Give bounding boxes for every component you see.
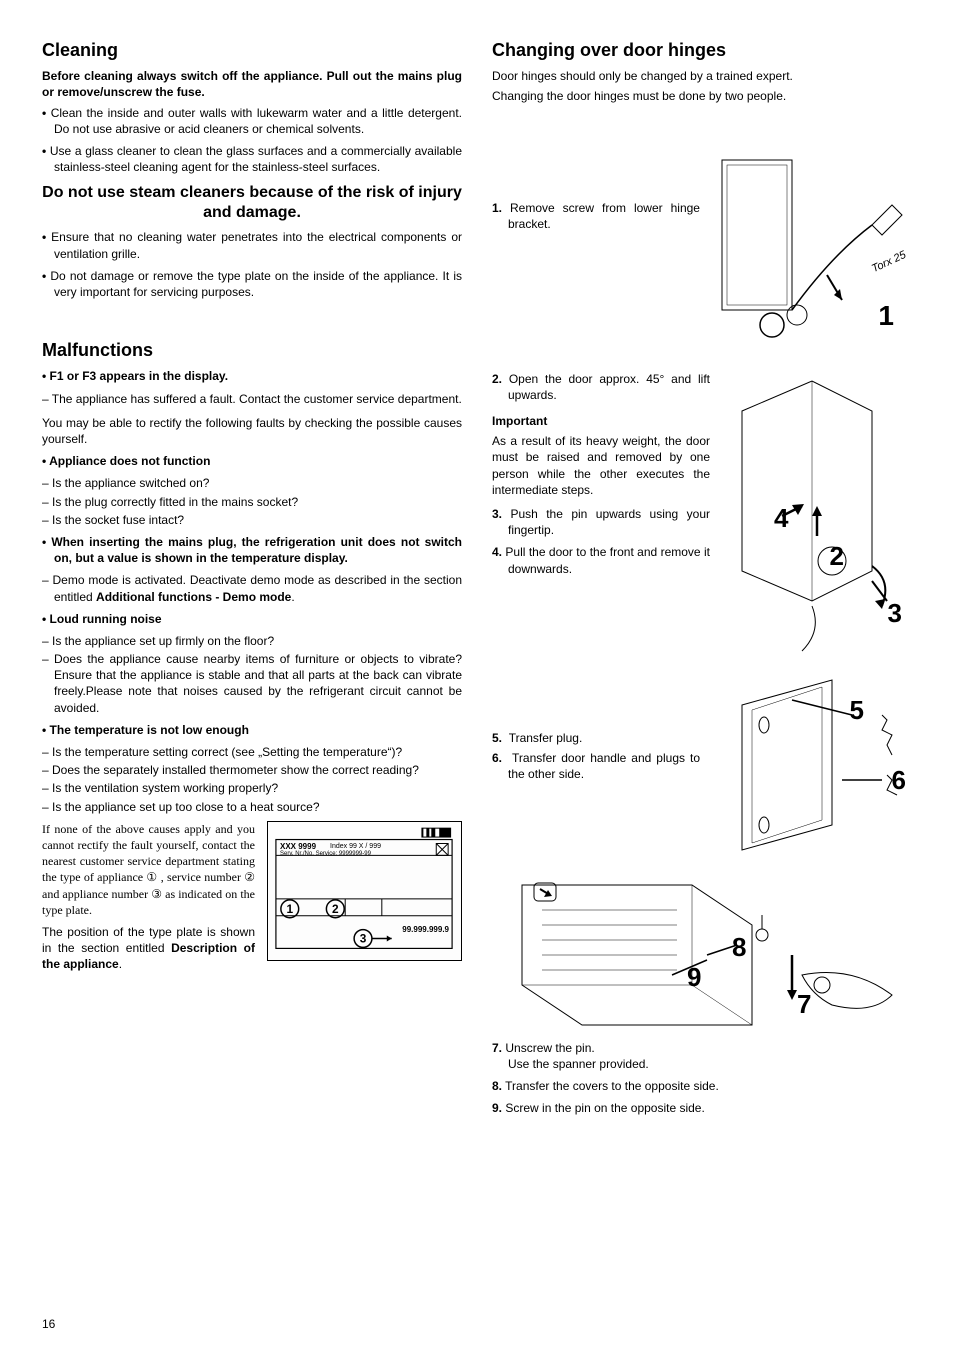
callout-7: 7: [797, 987, 811, 1022]
plate-code: 99.999.999.9: [402, 925, 449, 936]
malf-dash-2: Is the appliance switched on? Is the plu…: [42, 475, 462, 528]
callout-2: 2: [830, 539, 844, 574]
list-item: Demo mode is activated. Deactivate demo …: [42, 572, 462, 604]
malf-paragraph: You may be able to rectify the following…: [42, 415, 462, 447]
callout-8: 8: [732, 930, 746, 965]
plate-service: Serv. Nr./No. Service: 9999999-99: [280, 850, 371, 858]
cleaning-intro: Before cleaning always switch off the ap…: [42, 68, 462, 100]
step-7-9: 7. Unscrew the pin.Use the spanner provi…: [492, 1040, 912, 1117]
important-heading: Important: [492, 413, 710, 429]
malf-block-2: Appliance does not function: [42, 453, 462, 469]
svg-text:1: 1: [286, 902, 293, 916]
figure-2-svg: [722, 371, 912, 661]
list-item: Is the socket fuse intact?: [42, 512, 462, 528]
callout-6: 6: [892, 763, 906, 798]
list-item: Does the separately installed thermomete…: [42, 762, 462, 778]
malf-block-5: The temperature is not low enough: [42, 722, 462, 738]
figure-4-svg: [492, 865, 912, 1040]
cleaning-list-1: Clean the inside and outer walls with lu…: [42, 105, 462, 176]
malf-dash-4: Is the appliance set up firmly on the fl…: [42, 633, 462, 716]
list-item: When inserting the mains plug, the refri…: [42, 534, 462, 566]
list-item: Is the appliance switched on?: [42, 475, 462, 491]
text-bold: Additional functions - Demo mode: [96, 590, 291, 604]
step-item: 3. Push the pin upwards using your finge…: [492, 506, 710, 538]
list-item: Do not damage or remove the type plate o…: [42, 268, 462, 300]
list-item: Is the appliance set up too close to a h…: [42, 799, 462, 815]
list-item: The temperature is not low enough: [42, 722, 462, 738]
malf-block-3: When inserting the mains plug, the refri…: [42, 534, 462, 566]
svg-text:2: 2: [332, 902, 339, 916]
callout-3: 3: [888, 596, 902, 631]
hinge-p2: Changing the door hinges must be done by…: [492, 88, 912, 104]
svg-text:3: 3: [360, 931, 367, 945]
step-item: 8. Transfer the covers to the opposite s…: [492, 1078, 912, 1094]
step-2: 2. Open the door approx. 45° and lift up…: [492, 371, 710, 403]
figure-3-svg: [712, 675, 912, 855]
malf-dash-1: The appliance has suffered a fault. Cont…: [42, 391, 462, 407]
left-column: Cleaning Before cleaning always switch o…: [42, 38, 462, 1120]
step-item: 9. Screw in the pin on the opposite side…: [492, 1100, 912, 1116]
steam-warning-heading: Do not use steam cleaners because of the…: [42, 183, 462, 223]
malfunctions-heading: Malfunctions: [42, 338, 462, 362]
step-item: 5. Transfer plug.: [492, 730, 700, 746]
hinges-heading: Changing over door hinges: [492, 38, 912, 62]
list-item: Loud running noise: [42, 611, 462, 627]
step-3-4: 3. Push the pin upwards using your finge…: [492, 506, 710, 577]
figure-2: 4 2 3: [722, 371, 912, 661]
step-item: 4. Pull the door to the front and remove…: [492, 544, 710, 576]
list-item: Is the ventilation system working proper…: [42, 780, 462, 796]
step-item: 7. Unscrew the pin.Use the spanner provi…: [492, 1040, 912, 1072]
important-text: As a result of its heavy weight, the doo…: [492, 433, 710, 498]
typeplate-figure: 1 2 3 XXX 9999 Index 99 X / 999 Serv. Nr…: [267, 821, 462, 961]
figure-1: 1 Torx 25: [712, 155, 912, 345]
malf-dash-5: Is the temperature setting correct (see …: [42, 744, 462, 815]
list-item: The appliance has suffered a fault. Cont…: [42, 391, 462, 407]
list-item: Appliance does not function: [42, 453, 462, 469]
step-item: 1. Remove screw from lower hinge bracket…: [492, 200, 700, 232]
list-item: Is the plug correctly fitted in the main…: [42, 494, 462, 510]
step-5-6: 5. Transfer plug. 6. Transfer door handl…: [492, 730, 700, 783]
figure-3: 5 6: [712, 675, 912, 855]
list-item: Ensure that no cleaning water penetrates…: [42, 229, 462, 261]
malf-paragraph-2: If none of the above causes apply and yo…: [42, 821, 255, 918]
figure-4: 8 9 7: [492, 865, 912, 1040]
callout-4: 4: [774, 501, 788, 536]
malf-block-1: F1 or F3 appears in the display.: [42, 368, 462, 384]
cleaning-heading: Cleaning: [42, 38, 462, 62]
callout-1: 1: [878, 297, 894, 335]
list-item: F1 or F3 appears in the display.: [42, 368, 462, 384]
list-item: Clean the inside and outer walls with lu…: [42, 105, 462, 137]
step-item: 6. Transfer door handle and plugs to the…: [492, 750, 700, 782]
page-number: 16: [42, 1316, 55, 1332]
service-text-block: If none of the above causes apply and yo…: [42, 821, 255, 977]
malf-dash-3: Demo mode is activated. Deactivate demo …: [42, 572, 462, 604]
callout-9: 9: [687, 960, 701, 995]
right-column: Changing over door hinges Door hinges sh…: [492, 38, 912, 1120]
malf-paragraph-3: The position of the type plate is shown …: [42, 924, 255, 973]
list-item: Use a glass cleaner to clean the glass s…: [42, 143, 462, 175]
list-item: Is the appliance set up firmly on the fl…: [42, 633, 462, 649]
step-item: 2. Open the door approx. 45° and lift up…: [492, 371, 710, 403]
cleaning-list-2: Ensure that no cleaning water penetrates…: [42, 229, 462, 300]
hinge-p1: Door hinges should only be changed by a …: [492, 68, 912, 84]
malf-block-4: Loud running noise: [42, 611, 462, 627]
list-item: Is the temperature setting correct (see …: [42, 744, 462, 760]
step-1: 1. Remove screw from lower hinge bracket…: [492, 200, 700, 232]
list-item: Does the appliance cause nearby items of…: [42, 651, 462, 716]
callout-5: 5: [850, 693, 864, 728]
